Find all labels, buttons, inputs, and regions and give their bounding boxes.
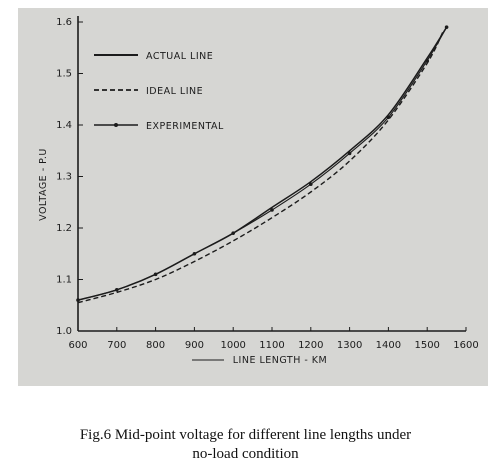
x-tick-label: 1500 (414, 340, 439, 351)
y-tick-label: 1.4 (56, 120, 72, 131)
x-tick-label: 900 (185, 340, 204, 351)
x-tick-label: 1300 (337, 340, 362, 351)
y-tick-label: 1.2 (56, 223, 72, 234)
data-point-experimental (425, 58, 430, 63)
y-tick-label: 1.5 (56, 69, 72, 80)
y-axis-title: VOLTAGE - P.U (38, 148, 49, 221)
data-point-experimental (309, 182, 313, 187)
data-point-experimental (153, 272, 158, 277)
x-tick-label: 1000 (220, 340, 245, 351)
series-line-ideal-line (77, 31, 444, 304)
data-point-experimental (115, 288, 119, 292)
data-point-experimental (444, 25, 449, 29)
legend-label-actual-line: ACTUAL LINE (146, 51, 213, 62)
x-tick-label: 1200 (298, 340, 323, 351)
y-tick-label: 1.0 (56, 326, 72, 337)
x-tick-label: 700 (107, 340, 126, 351)
data-point-experimental (270, 208, 274, 212)
x-tick-label: 1400 (376, 340, 401, 351)
x-tick-label: 1600 (453, 340, 478, 351)
data-point-experimental (76, 298, 80, 302)
series-line-actual-line (77, 26, 448, 301)
legend-marker-experimental (114, 123, 118, 127)
chart-figure: ACTUAL LINE IDEAL LINE EXPERIMENTAL 1.0 1.1… (18, 8, 488, 386)
x-tick-label: 1100 (259, 340, 284, 351)
x-axis-title: LINE LENGTH - KM (233, 355, 328, 366)
y-tick-label: 1.1 (56, 275, 72, 286)
legend-label-experimental: EXPERIMENTAL (146, 121, 224, 132)
data-point-experimental (231, 231, 235, 235)
y-tick-label: 1.6 (56, 17, 72, 28)
voltage-vs-line-length-chart: ACTUAL LINE IDEAL LINE EXPERIMENTAL 1.0 1.1… (38, 16, 479, 366)
figure-caption: Fig.6 Mid-point voltage for different li… (0, 426, 491, 464)
legend-label-ideal-line: IDEAL LINE (146, 86, 203, 97)
x-tick-label: 800 (146, 340, 165, 351)
series-line-experimental (77, 26, 448, 301)
caption-line-1: Fig.6 Mid-point voltage for different li… (79, 427, 412, 443)
y-tick-label: 1.3 (56, 172, 72, 183)
x-tick-label: 600 (68, 340, 87, 351)
data-point-experimental (192, 251, 197, 256)
data-point-experimental (386, 115, 391, 120)
caption-line-2: no-load condition (192, 446, 299, 462)
data-point-experimental (347, 151, 352, 156)
